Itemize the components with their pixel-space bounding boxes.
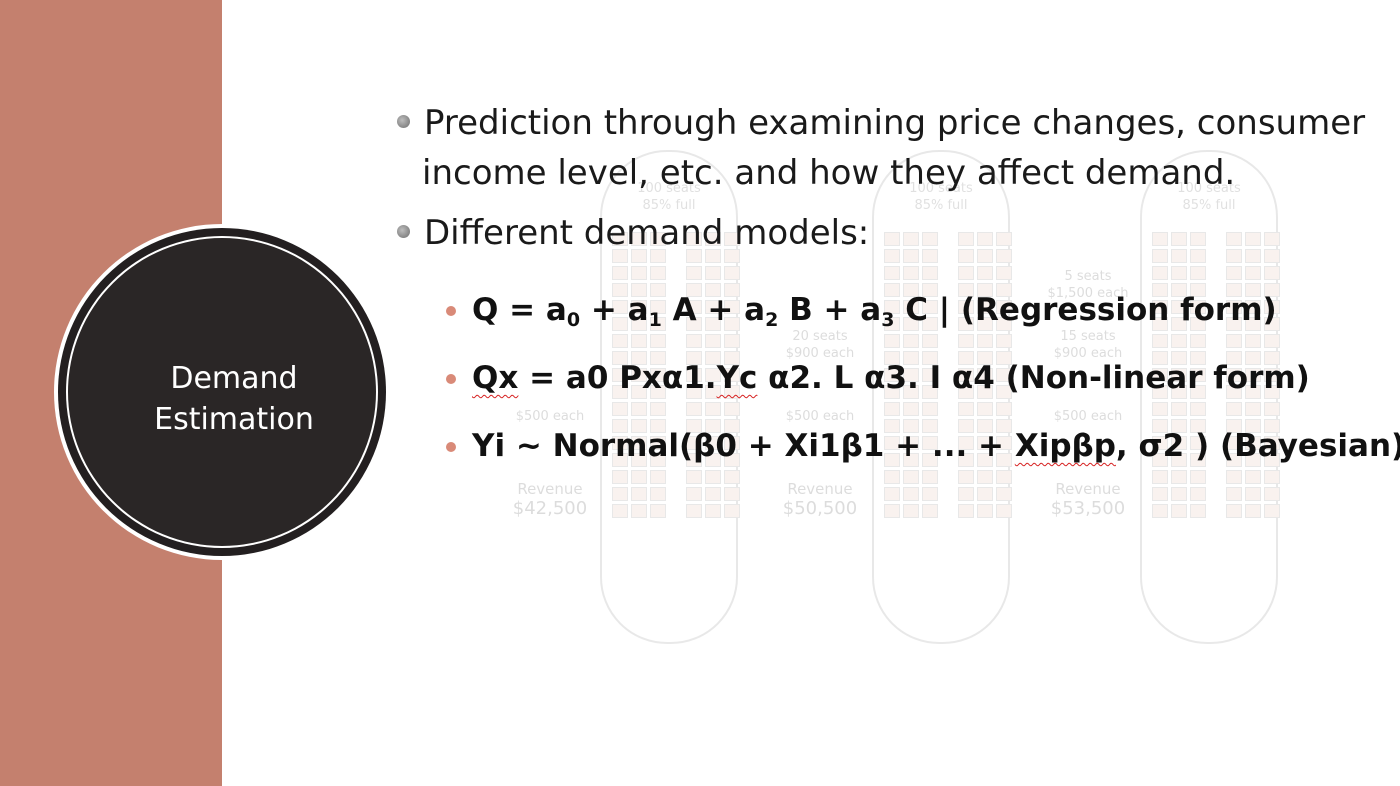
bullet-prediction-line2: income level, etc. and how they affect d… <box>422 153 1236 193</box>
regression-part-4: C | (Regression form) <box>894 292 1277 328</box>
bayesian-pre: Yi ~ Normal(β0 + Xi1β1 + ... + <box>472 428 1015 464</box>
regression-part-2: A + a <box>661 292 766 328</box>
bayesian-post: , σ2 ) (Bayesian) <box>1115 428 1400 464</box>
plane-1-revenue-label: Revenue <box>517 480 583 498</box>
slide-title: Demand Estimation <box>96 358 372 440</box>
regression-sub-3: 3 <box>881 309 895 331</box>
plane-3-mid-seats: 15 seats <box>1060 329 1116 344</box>
plane-3-mid-price: $900 each <box>1053 346 1123 361</box>
plane-diagram-3: 100 seats 85% full <box>1140 150 1280 644</box>
seat-grid <box>1152 232 1280 518</box>
slide-body: Prediction through examining price chang… <box>394 98 1400 466</box>
plane-2-price: $500 each <box>785 409 855 424</box>
bullet-demand-models: Different demand models: <box>394 208 1394 258</box>
bullet-dot-icon <box>397 225 410 238</box>
plane-3-revenue-value: $53,500 <box>1050 498 1126 519</box>
model-nonlinear: Qx = a0 Pxα1.Yc α2. L α3. I α4 (Non-line… <box>394 358 1394 398</box>
plane-3-seats: 100 seats <box>1177 181 1241 196</box>
plane-2-mid-seats: 20 seats <box>792 329 848 344</box>
nonlinear-post: α2. L α3. I α4 (Non-linear form) <box>757 360 1310 396</box>
plane-2-mid: 20 seats $900 each <box>770 328 870 362</box>
plane-3-full: 85% full <box>1182 198 1236 213</box>
plane-diagram-1: 100 seats 85% full <box>600 150 740 644</box>
plane-2-full: 85% full <box>914 198 968 213</box>
nonlinear-yc: Yc <box>716 360 758 396</box>
plane-3-price: $500 each <box>1053 409 1123 424</box>
sub-bullet-dot-icon <box>446 374 456 384</box>
plane-1-seats: 100 seats <box>637 181 701 196</box>
regression-part-q: Q = a <box>472 292 567 328</box>
regression-sub-0: 0 <box>566 309 581 331</box>
plane-1-revenue: Revenue $42,500 <box>490 480 610 519</box>
airplane-seating-illustration: 100 seats 85% full $500 each Revenue $42,… <box>460 150 1390 644</box>
plane-2-mid-price: $900 each <box>785 346 855 361</box>
plane-diagram-2: 100 seats 85% full <box>872 150 1012 644</box>
plane-3-top-seats: 5 seats <box>1064 269 1112 284</box>
plane-2-seats: 100 seats <box>909 181 973 196</box>
plane-2-revenue: Revenue $50,500 <box>760 480 880 519</box>
plane-3-mid: 15 seats $900 each <box>1038 328 1138 362</box>
plane-3-revenue: Revenue $53,500 <box>1028 480 1148 519</box>
plane-3-top: 5 seats $1,500 each <box>1038 268 1138 302</box>
plane-1-full: 85% full <box>642 198 696 213</box>
bayesian-xip: Xipβp <box>1014 428 1116 464</box>
regression-part-1: + a <box>580 292 649 328</box>
model-regression: Q = a0 + a1 A + a2 B + a3 C | (Regressio… <box>394 290 1394 330</box>
plane-3-top-price: $1,500 each <box>1047 286 1129 301</box>
bullet-demand-models-text: Different demand models: <box>424 213 870 253</box>
seat-grid <box>884 232 1012 518</box>
bullet-prediction-line1: Prediction through examining price chang… <box>424 103 1366 143</box>
plane-1-revenue-value: $42,500 <box>512 498 588 519</box>
slide-title-line2: Estimation <box>154 402 314 437</box>
model-bayesian: Yi ~ Normal(β0 + Xi1β1 + ... + Xipβp, σ2… <box>394 426 1400 466</box>
nonlinear-mid: = a0 Pxα1. <box>518 360 717 396</box>
regression-sub-2: 2 <box>765 309 779 331</box>
sub-bullet-dot-icon <box>446 442 456 452</box>
plane-3-revenue-label: Revenue <box>1055 480 1121 498</box>
title-circle: Demand Estimation <box>54 224 390 560</box>
regression-sub-1: 1 <box>648 309 662 331</box>
sub-bullet-dot-icon <box>446 306 456 316</box>
plane-2-revenue-label: Revenue <box>787 480 853 498</box>
regression-part-3: B + a <box>778 292 882 328</box>
plane-2-revenue-value: $50,500 <box>782 498 858 519</box>
nonlinear-qx: Qx <box>472 360 519 396</box>
bullet-dot-icon <box>397 115 410 128</box>
plane-1-price: $500 each <box>515 409 585 424</box>
seat-grid <box>612 232 740 518</box>
bullet-prediction: Prediction through examining price chang… <box>394 98 1394 198</box>
slide-title-line1: Demand <box>170 361 298 396</box>
